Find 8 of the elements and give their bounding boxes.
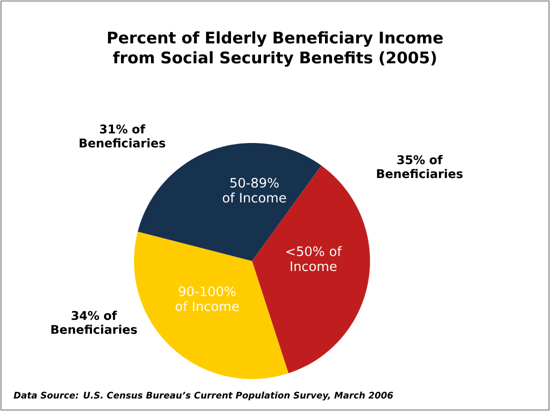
- chart-title: Percent of Elderly Beneficiary Income from Social Security Benefits (2005): [108, 31, 443, 67]
- data-label: 35% of Beneficiaries: [377, 155, 463, 178]
- slice-label: <50% of Income: [286, 246, 342, 272]
- data-label: 34% of Beneficiaries: [51, 310, 137, 334]
- slice-label: 90-100% of Income: [176, 286, 239, 312]
- slice-label: 50-89% of Income: [222, 178, 286, 203]
- source-note: Data Source: U.S. Census Bureau’s Current Population Survey, March 2006: [14, 392, 394, 400]
- data-label: 31% of Beneficiaries: [80, 124, 166, 148]
